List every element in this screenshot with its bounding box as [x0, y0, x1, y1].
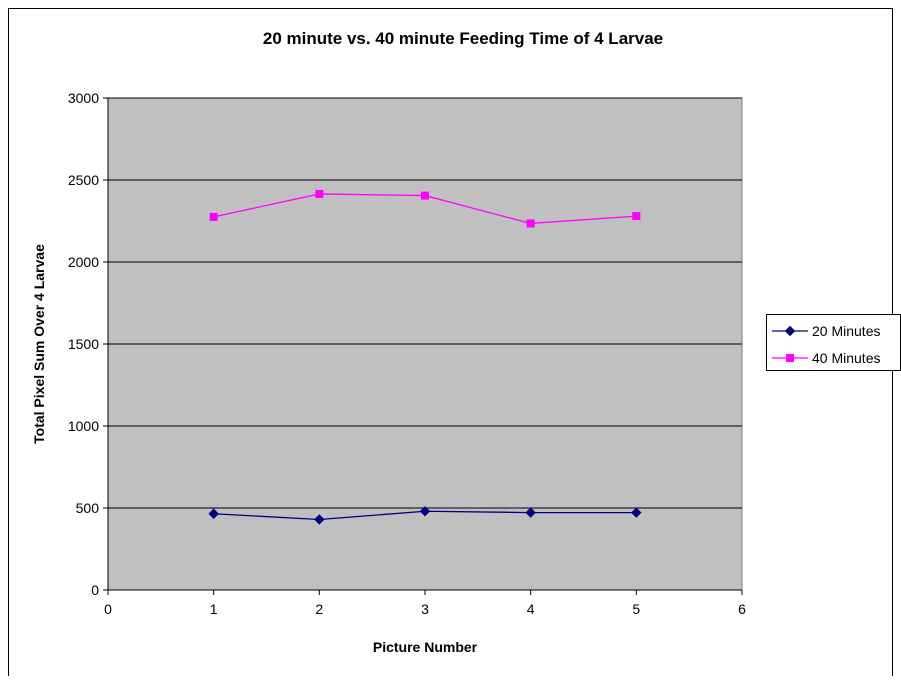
x-tick-label: 3 — [421, 601, 429, 617]
data-point — [421, 191, 429, 200]
data-point — [632, 212, 641, 221]
data-point — [209, 212, 218, 221]
x-tick-label: 6 — [738, 601, 746, 617]
y-tick-label: 500 — [76, 500, 100, 516]
chart-title: 20 minute vs. 40 minute Feeding Time of … — [263, 29, 663, 48]
series-layer — [208, 189, 642, 525]
legend-entry: 20 Minutes — [772, 323, 880, 339]
y-tick-label: 2000 — [68, 254, 99, 270]
data-point — [525, 507, 536, 518]
data-point — [419, 506, 431, 517]
y-tick-label: 0 — [91, 582, 99, 598]
series-2 — [209, 189, 641, 228]
legend-entry: 40 Minutes — [772, 350, 880, 366]
data-point — [315, 189, 324, 198]
data-point — [631, 507, 642, 518]
legend-label: 20 Minutes — [812, 323, 880, 339]
legend-marker — [786, 354, 794, 362]
gridlines — [108, 97, 742, 509]
y-axis-label: Total Pixel Sum Over 4 Larvae — [31, 244, 47, 444]
legend-label: 40 Minutes — [812, 350, 880, 366]
x-tick-label: 5 — [632, 601, 640, 617]
x-tick-label: 1 — [210, 601, 218, 617]
x-tick-label: 2 — [315, 601, 323, 617]
x-tick-labels: 0 1 2 3 4 5 6 — [104, 601, 746, 617]
x-axis-label: Picture Number — [373, 639, 478, 655]
x-tick-label: 0 — [104, 601, 112, 617]
axes — [103, 97, 743, 595]
y-tick-label: 3000 — [68, 90, 99, 106]
data-point — [526, 219, 535, 228]
y-tick-label: 1500 — [68, 336, 99, 352]
y-tick-labels: 0 500 1000 1500 2000 2500 3000 — [68, 90, 99, 598]
data-point — [314, 514, 325, 525]
y-tick-label: 1000 — [68, 418, 99, 434]
data-point — [208, 508, 219, 519]
y-tick-label: 2500 — [68, 172, 99, 188]
x-tick-label: 4 — [527, 601, 535, 617]
series-1 — [208, 506, 642, 525]
legend-marker — [784, 325, 796, 337]
legend: 20 Minutes 40 Minutes — [766, 314, 901, 371]
